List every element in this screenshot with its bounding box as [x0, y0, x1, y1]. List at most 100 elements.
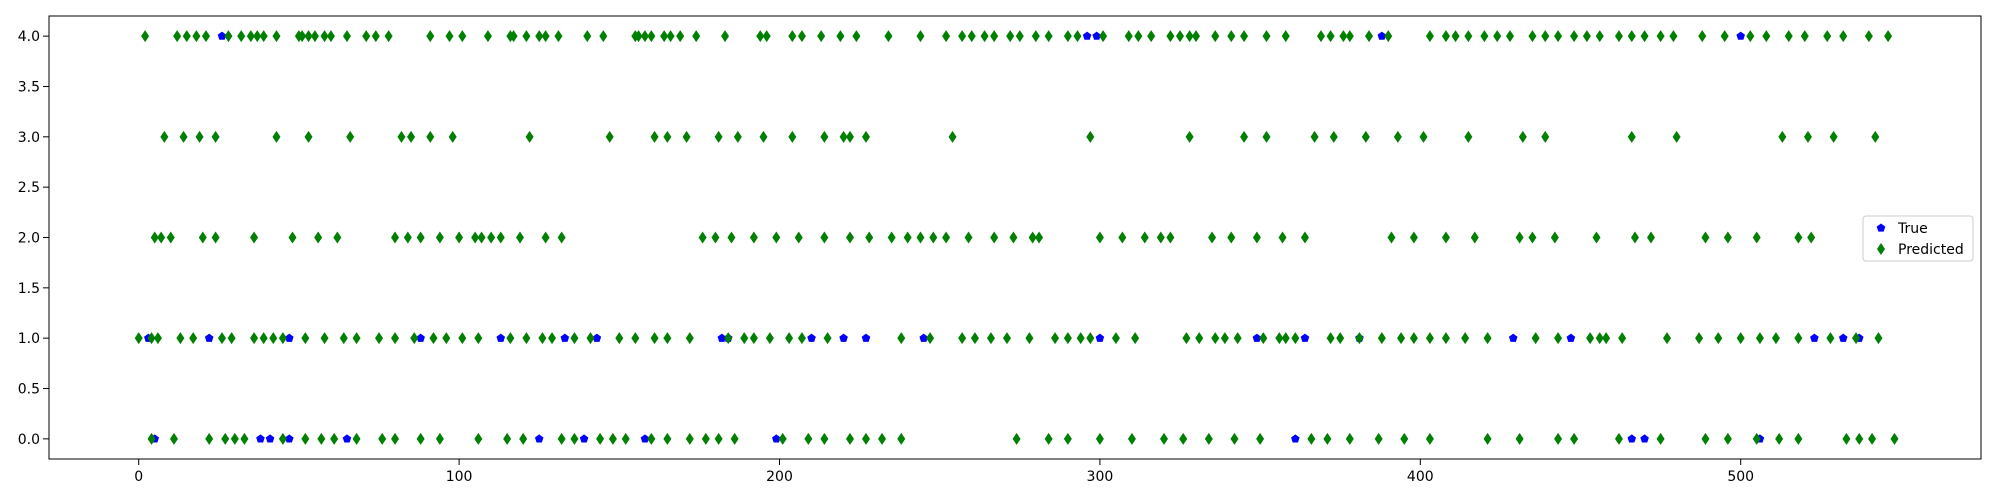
- predicted-point: [942, 30, 951, 43]
- predicted-point: [483, 30, 492, 43]
- true-point: [861, 333, 871, 342]
- predicted-point: [269, 332, 278, 345]
- predicted-point: [1762, 30, 1771, 43]
- predicted-point: [1127, 432, 1136, 445]
- predicted-point: [179, 130, 188, 143]
- predicted-point: [836, 30, 845, 43]
- predicted-point: [157, 231, 166, 244]
- predicted-point: [1281, 30, 1290, 43]
- predicted-point: [205, 432, 214, 445]
- predicted-point: [403, 231, 412, 244]
- predicted-point: [1868, 432, 1877, 445]
- predicted-point: [570, 432, 579, 445]
- predicted-point: [1259, 332, 1268, 345]
- x-tick-label: 500: [1727, 469, 1754, 485]
- predicted-point: [378, 432, 387, 445]
- predicted-point: [583, 30, 592, 43]
- predicted-point: [416, 231, 425, 244]
- predicted-point: [1483, 432, 1492, 445]
- predicted-point: [458, 30, 467, 43]
- predicted-point: [1044, 30, 1053, 43]
- true-point: [1508, 333, 1518, 342]
- predicted-point: [1646, 231, 1655, 244]
- predicted-point: [1746, 30, 1755, 43]
- predicted-point: [1695, 332, 1704, 345]
- predicted-point: [1233, 332, 1242, 345]
- predicted-point: [682, 130, 691, 143]
- predicted-point: [586, 332, 595, 345]
- predicted-point: [1807, 231, 1816, 244]
- predicted-point: [246, 30, 255, 43]
- predicted-point: [253, 30, 262, 43]
- predicted-point: [1374, 432, 1383, 445]
- predicted-point: [218, 332, 227, 345]
- predicted-point: [455, 231, 464, 244]
- true-point: [1252, 333, 1262, 342]
- predicted-point: [1803, 130, 1812, 143]
- predicted-point: [519, 432, 528, 445]
- predicted-point: [845, 432, 854, 445]
- predicted-point: [929, 231, 938, 244]
- predicted-point: [1464, 130, 1473, 143]
- predicted-point: [1015, 30, 1024, 43]
- predicted-point: [1400, 432, 1409, 445]
- predicted-point: [1086, 332, 1095, 345]
- predicted-point: [1095, 432, 1104, 445]
- predicted-point: [1515, 432, 1524, 445]
- y-tick-label: 3.0: [18, 130, 40, 146]
- predicted-point: [1192, 30, 1201, 43]
- predicted-point: [817, 30, 826, 43]
- predicted-point: [788, 30, 797, 43]
- predicted-point: [147, 332, 156, 345]
- predicted-point: [442, 332, 451, 345]
- predicted-point: [1397, 332, 1406, 345]
- predicted-point: [788, 130, 797, 143]
- predicted-point: [650, 332, 659, 345]
- x-tick-label: 200: [766, 469, 793, 485]
- predicted-point: [1111, 332, 1120, 345]
- predicted-point: [878, 432, 887, 445]
- predicted-point: [1586, 332, 1595, 345]
- predicted-point: [1300, 231, 1309, 244]
- true-point: [217, 31, 227, 40]
- predicted-point: [1874, 332, 1883, 345]
- predicted-point: [727, 231, 736, 244]
- predicted-point: [1365, 30, 1374, 43]
- predicted-point: [1118, 231, 1127, 244]
- predicted-point: [1009, 231, 1018, 244]
- predicted-point: [211, 130, 220, 143]
- predicted-point: [153, 332, 162, 345]
- predicted-point: [445, 30, 454, 43]
- predicted-point: [278, 332, 287, 345]
- predicted-point: [304, 30, 313, 43]
- x-tick-label: 0: [134, 469, 143, 485]
- true-point: [579, 434, 589, 443]
- predicted-point: [198, 231, 207, 244]
- predicted-point: [839, 130, 848, 143]
- predicted-point: [964, 231, 973, 244]
- true-point: [772, 434, 781, 443]
- predicted-point: [1582, 30, 1591, 43]
- predicted-point: [1775, 432, 1784, 445]
- predicted-point: [1086, 130, 1095, 143]
- predicted-point: [1441, 231, 1450, 244]
- predicted-point: [1723, 231, 1732, 244]
- predicted-point: [1166, 30, 1175, 43]
- predicted-point: [477, 231, 486, 244]
- y-tick-label: 2.0: [18, 231, 40, 247]
- predicted-point: [608, 432, 617, 445]
- x-tick-label: 400: [1407, 469, 1434, 485]
- predicted-point: [1211, 30, 1220, 43]
- predicted-point: [724, 332, 733, 345]
- legend-label-true: True: [1897, 221, 1928, 237]
- predicted-point: [631, 332, 640, 345]
- predicted-point: [176, 332, 185, 345]
- predicted-point: [1640, 30, 1649, 43]
- predicted-point: [1176, 30, 1185, 43]
- predicted-point: [756, 30, 765, 43]
- predicted-point: [1185, 130, 1194, 143]
- predicted-point: [298, 30, 307, 43]
- predicted-point: [862, 130, 871, 143]
- predicted-point: [1425, 30, 1434, 43]
- predicted-point: [650, 130, 659, 143]
